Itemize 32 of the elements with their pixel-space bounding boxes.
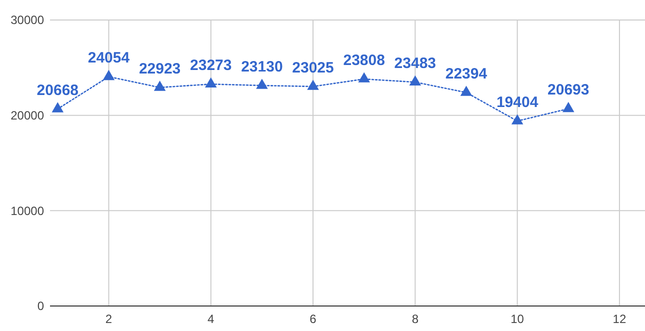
point [511,114,524,124]
data-label: 22923 [138,60,181,78]
point [204,77,217,88]
data-label: 20693 [548,82,590,99]
point [460,86,472,96]
y-tick-label: 10000 [10,204,44,218]
x-tick-label: 6 [310,312,317,326]
x-tick-label: 8 [412,312,419,326]
data-label: 24054 [88,50,130,67]
y-tick-label: 0 [37,299,44,314]
data-label: 23025 [292,59,334,76]
point [256,78,268,89]
y-tick-label: 20000 [10,108,44,123]
point [562,102,574,112]
data-label: 23273 [190,57,232,74]
point [409,75,422,86]
data-label: 23483 [394,55,436,72]
point [358,72,370,82]
x-tick-label: 2 [105,312,112,326]
data-label: 23130 [241,58,283,76]
point [307,80,319,90]
point [52,102,64,112]
data-label: 19404 [496,94,539,112]
x-tick-label: 12 [612,312,626,326]
data-label: 23808 [343,52,385,70]
x-tick-label: 10 [510,312,524,326]
data-label: 20668 [36,82,79,99]
y-tick-label: 30000 [10,13,44,28]
x-tick-label: 4 [208,312,215,326]
point [102,70,115,80]
data-label: 22394 [445,66,488,83]
point [154,80,166,91]
